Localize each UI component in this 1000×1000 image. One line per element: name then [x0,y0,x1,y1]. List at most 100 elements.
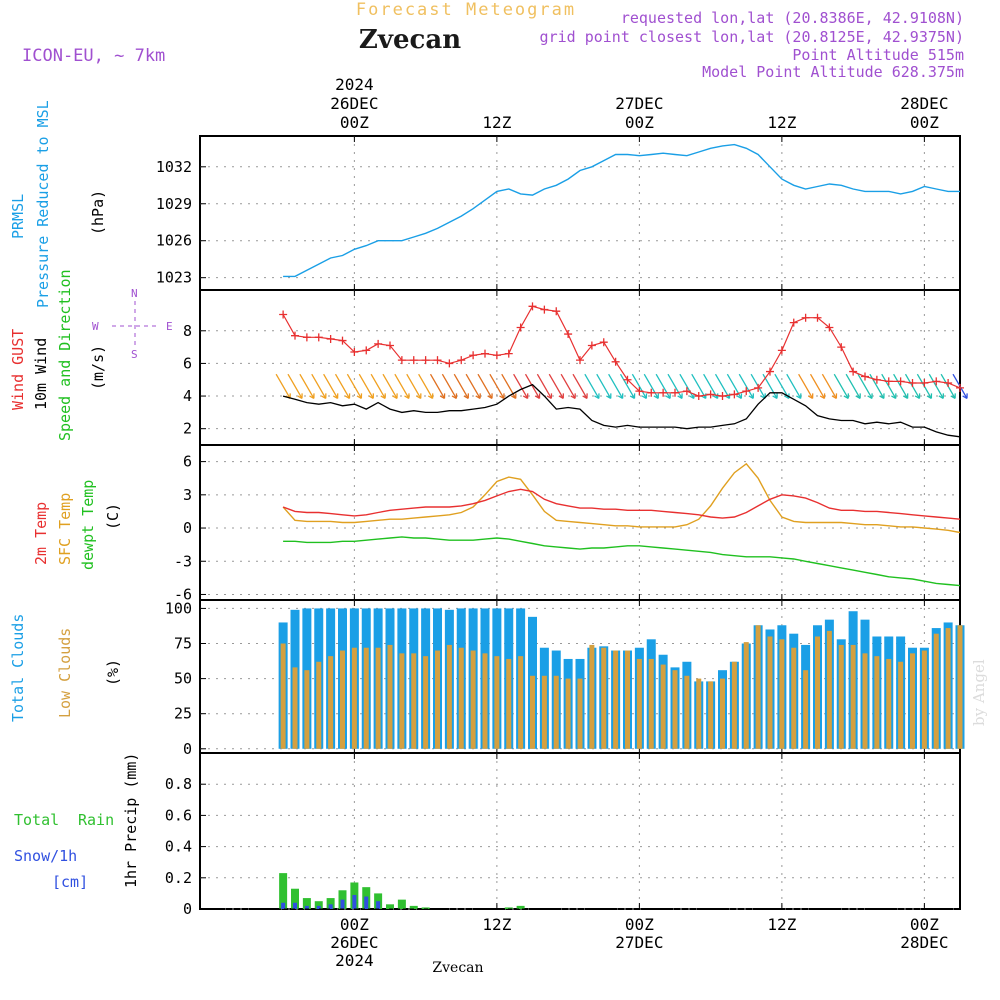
bottom-hour-label: 12Z [767,915,796,934]
rain-bar [302,898,311,909]
panel-frame [199,289,961,446]
low-clouds-bar [328,656,334,749]
chart-title: Zvecan [359,25,461,55]
gust-marker [611,357,620,366]
model-point-altitude: Model Point Altitude 628.375m [702,63,964,81]
gust-marker [445,359,454,368]
wind-direction-arrow [714,373,731,399]
wind-10m-line [282,383,961,438]
wind-10m-label: 10m Wind [32,338,50,410]
requested-coords: requested lon,lat (20.8386E, 42.9108N) [621,9,964,27]
wind-direction-arrow [501,373,517,399]
low-clouds-bar [316,661,322,749]
low-clouds-bar [696,678,702,749]
compass-n-label: N [131,287,138,300]
low-clouds-bar [304,670,310,749]
rain-bar [314,901,323,909]
snow-bar [376,901,381,909]
wind-arrow-head [617,393,624,399]
top-year-label: 2024 [335,75,374,94]
gust-marker [789,318,798,327]
gust-line [282,305,961,397]
gust-marker [433,356,442,365]
wind-arrow-head [606,393,612,399]
low-clouds-bar [363,647,369,749]
low-clouds-bar [470,650,476,749]
compass-w-label: W [92,320,99,333]
low-clouds-bar [648,658,654,749]
low-clouds-bar [910,653,915,749]
wind-direction-arrow [489,373,505,399]
low-clouds-bar [518,656,524,749]
gust-marker [908,379,917,387]
wind-direction-arrow [881,373,897,399]
y-tick-label: 0 [183,519,192,537]
wind-direction-arrow [821,373,837,399]
rain-bar [386,904,394,909]
wind-arrow-head [522,393,529,399]
gust-marker [671,388,679,397]
wind-arrow-head [321,393,327,399]
wind-direction-arrow [833,373,849,399]
low-clouds-bar [886,658,892,749]
footer-location: Zvecan [432,960,483,976]
wind-direction-arrow [536,373,552,399]
precip-panel: 0 0.2 0.4 0.6 0.8 [165,752,961,918]
wind-arrow-head [427,393,434,399]
wind-arrow-head [879,393,885,399]
gust-marker [469,351,478,360]
wind-direction-arrow [643,373,659,399]
y-tick-label: 4 [183,387,192,405]
gust-marker [813,313,822,322]
wind-direction-arrow [429,373,446,399]
wind-direction-arrow [513,373,529,399]
wind-arrow-head [309,393,315,399]
low-clouds-bar [826,630,832,749]
low-clouds-bar [708,681,714,749]
wind-direction-arrow [382,373,398,399]
wind-direction-arrow [453,373,469,399]
wind-arrow-head [867,393,873,399]
wind-direction-arrow [524,373,541,399]
wind-direction-arrow [465,373,481,399]
gust-marker [314,333,323,342]
wind-direction-arrow [334,373,351,399]
wind-direction-arrow [655,373,671,399]
low-clouds-bar [731,661,737,749]
low-clouds-bar [957,625,963,749]
wind-direction-arrow [928,373,944,399]
wind-direction-arrow [738,373,754,399]
gust-marker [540,305,549,314]
low-clouds-bar [446,644,452,749]
wind-arrow-head [451,393,458,399]
wind-speed-dir-label: Speed and Direction [56,269,74,441]
wind-arrow-head [677,393,683,399]
low-clouds-bar [340,650,345,749]
low-clouds-bar [945,628,951,749]
gust-marker [374,339,383,348]
gust-marker [492,351,501,360]
low-clouds-bar [482,653,488,749]
y-tick-label: 0.8 [165,775,192,793]
wind-arrow-head [558,393,564,399]
low-clouds-bar [541,675,547,749]
y-tick-label: -3 [174,552,192,570]
gust-marker [730,390,739,399]
wind-arrow-head [665,393,671,399]
low-clouds-bar [850,644,856,749]
low-clouds-bar [684,675,690,749]
snow-bar [328,904,333,909]
top-hour-label: 12Z [767,113,796,132]
wind-direction-arrow [548,373,564,399]
wind-arrow-head [748,393,754,399]
gust-marker [837,343,846,352]
snow-bar [304,905,309,909]
wind-direction-arrow [346,373,362,399]
gust-marker [409,356,418,365]
y-tick-label: 0.6 [165,806,192,824]
y-tick-label: -6 [174,585,192,603]
y-tick-label: 0 [183,900,192,918]
low-clouds-bar [755,625,761,749]
wind-arrow-head [463,393,469,399]
gust-marker [754,383,763,392]
